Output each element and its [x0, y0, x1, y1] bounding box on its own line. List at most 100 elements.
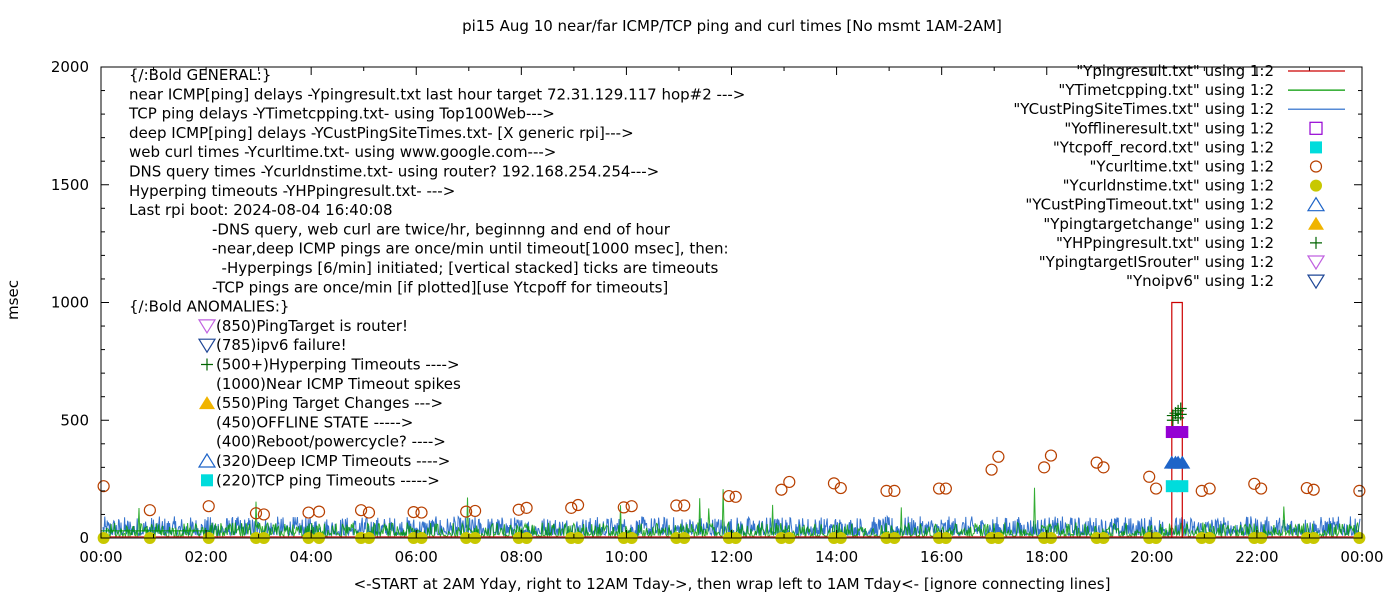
legend-label: "Ypingresult.txt" using 1:2 — [1076, 62, 1274, 80]
annotation-anomaly: (450)OFFLINE STATE -----> — [216, 413, 413, 431]
annotation-marker — [199, 396, 215, 410]
data-point — [249, 507, 263, 520]
data-point — [1203, 482, 1216, 495]
y-axis-label: msec — [4, 280, 22, 320]
data-point — [783, 475, 796, 489]
legend-swatch — [1310, 141, 1322, 154]
annotation-anomaly: (785)ipv6 failure! — [216, 336, 347, 354]
data-point — [1174, 408, 1187, 421]
x-tick-label: 20:00 — [1130, 548, 1173, 566]
legend-swatch — [1309, 121, 1323, 135]
x-tick-label: 06:00 — [395, 548, 438, 566]
noise-layer — [101, 487, 1362, 539]
y-tick-label: 2000 — [51, 58, 89, 76]
legend-swatch — [1306, 274, 1326, 290]
data-point — [460, 505, 473, 518]
data-point — [1176, 426, 1189, 439]
data-point — [468, 504, 482, 518]
data-point — [1255, 482, 1268, 495]
data-point — [571, 498, 585, 512]
data-point — [1149, 482, 1163, 495]
data-point — [512, 503, 525, 516]
data-point — [992, 450, 1005, 463]
legend-swatch — [1310, 179, 1322, 192]
legend-label: "Yofflineresult.txt" using 1:2 — [1064, 119, 1274, 137]
data-point — [257, 508, 270, 521]
data-point — [1165, 480, 1178, 493]
y-tick-label: 1000 — [51, 294, 89, 312]
data-point — [1038, 461, 1051, 474]
annotation-note: -DNS query, web curl are twice/hr, begin… — [212, 220, 671, 238]
annotation-marker — [197, 452, 217, 468]
x-tick-label: 18:00 — [1025, 548, 1068, 566]
data-point — [1044, 449, 1058, 462]
data-point — [985, 463, 998, 476]
data-point — [1195, 484, 1208, 497]
annotation-anomaly: (320)Deep ICMP Timeouts ----> — [216, 452, 450, 470]
y-tick-label: 1500 — [51, 176, 89, 194]
chart-title: pi15 Aug 10 near/far ICMP/TCP ping and c… — [462, 17, 1002, 35]
data-point — [407, 505, 420, 519]
annotation-marker — [201, 358, 213, 371]
data-point — [143, 504, 156, 517]
legend-label: "Ycurldnstime.txt" using 1:2 — [1063, 177, 1274, 195]
series-5 — [1163, 455, 1191, 469]
data-point — [520, 501, 533, 514]
data-point — [834, 481, 847, 495]
axis-layer: 0 500 1000 1500 2000 00:00 02:00 04:00 06:00 08:0… — [51, 58, 1384, 566]
series-4 — [1165, 426, 1189, 439]
annotation-marker — [201, 474, 213, 487]
legend-swatch — [1306, 196, 1326, 212]
y-tick-label: 500 — [60, 411, 89, 429]
annotation-anomaly: (1000)Near ICMP Timeout spikes — [216, 375, 461, 393]
data-point — [1097, 461, 1110, 474]
y-tick-label: 0 — [79, 529, 89, 547]
data-point — [1090, 456, 1103, 469]
annotation-general: Last rpi boot: 2024-08-04 16:40:08 — [129, 201, 393, 219]
data-point — [1165, 426, 1178, 439]
legend-label: "YCustPingSiteTimes.txt" using 1:2 — [1013, 100, 1274, 118]
legend-swatch — [1310, 236, 1322, 249]
data-point — [775, 483, 788, 496]
data-point — [729, 490, 742, 503]
data-point — [1166, 414, 1179, 427]
legend-swatch — [1308, 216, 1324, 230]
x-tick-label: 08:00 — [500, 548, 543, 566]
data-point — [97, 480, 110, 493]
legend-swatch — [1306, 255, 1326, 271]
x-axis-label: <-START at 2AM Yday, right to 12AM Tday-… — [354, 575, 1111, 593]
data-point — [415, 506, 428, 519]
annotation-note: -Hyperpings [6/min] initiated; [vertical… — [212, 259, 718, 277]
data-point — [1143, 470, 1156, 483]
annotation-anomalies-title: {/:Bold ANOMALIES:} — [129, 298, 289, 316]
annotation-anomaly: (850)PingTarget is router! — [216, 317, 408, 335]
series-0 — [97, 449, 1366, 521]
annotation-anomaly: (500+)Hyperping Timeouts ----> — [216, 356, 460, 374]
x-tick-label: 16:00 — [920, 548, 963, 566]
annotation-marker — [197, 338, 217, 354]
series-6 — [1165, 480, 1189, 493]
legend-label: "YTimetcpping.txt" using 1:2 — [1058, 81, 1274, 99]
data-point — [202, 500, 215, 513]
annotation-marker — [197, 319, 217, 335]
data-point — [354, 504, 368, 517]
annotation-anomaly: (220)TCP ping Timeouts -----> — [216, 471, 440, 489]
data-point — [1300, 481, 1313, 495]
data-point — [625, 500, 638, 513]
data-point — [1353, 484, 1366, 497]
legend-label: "YCustPingTimeout.txt" using 1:2 — [1025, 196, 1274, 214]
annotation-layer: {/:Bold GENERAL:}near ICMP[ping] delays … — [128, 66, 745, 489]
annotation-note: -near,deep ICMP pings are once/min until… — [212, 240, 729, 258]
legend-label: "Ynoipv6" using 1:2 — [1126, 272, 1274, 290]
x-tick-label: 02:00 — [184, 548, 227, 566]
legend-label: "YHPpingresult.txt" using 1:2 — [1056, 234, 1274, 252]
legend-label: "Ytcpoff_record.txt" using 1:2 — [1053, 138, 1274, 157]
data-point — [1248, 477, 1261, 490]
data-point — [678, 499, 691, 512]
annotation-general: TCP ping delays -YTimetcpping.txt- using… — [128, 105, 555, 123]
data-point — [312, 505, 326, 518]
annotation-anomaly: (550)Ping Target Changes ---> — [216, 394, 443, 412]
legend-label: "Ypingtargetchange" using 1:2 — [1043, 215, 1274, 233]
data-point — [1307, 483, 1320, 496]
